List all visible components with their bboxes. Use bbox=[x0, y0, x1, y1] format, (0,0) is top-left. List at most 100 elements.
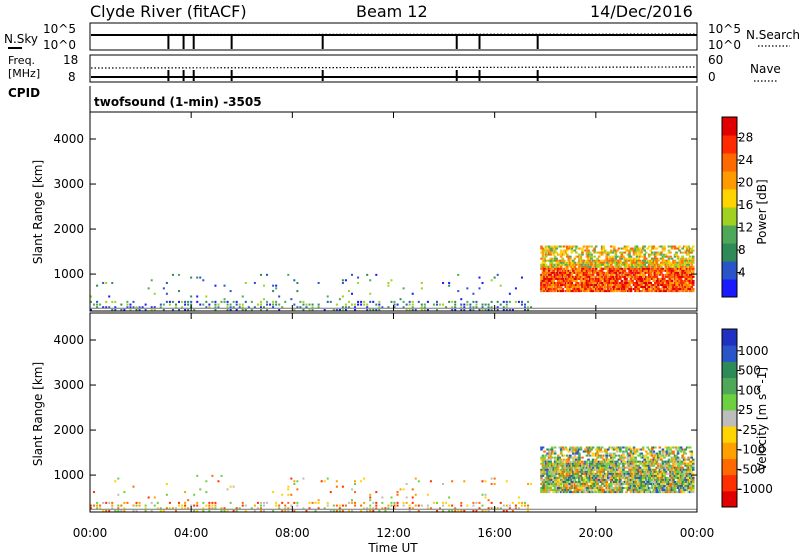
echo-cell bbox=[688, 484, 692, 488]
echo-cell bbox=[460, 308, 463, 311]
echo-cell bbox=[688, 491, 692, 494]
echo-cell bbox=[606, 472, 610, 475]
echo-cell bbox=[369, 509, 372, 512]
echo-cell bbox=[153, 496, 156, 499]
echo-cell bbox=[647, 474, 651, 477]
echo-cell bbox=[611, 265, 615, 268]
echo-cell bbox=[603, 454, 607, 457]
echo-cell bbox=[626, 263, 630, 266]
echo-cell bbox=[584, 468, 587, 471]
echo-cell bbox=[616, 288, 619, 291]
echo-cell bbox=[543, 265, 546, 268]
echo-cell bbox=[638, 474, 642, 477]
echo-cell bbox=[562, 271, 566, 274]
echo-cell bbox=[605, 458, 609, 461]
echo-cell bbox=[617, 275, 621, 278]
echo-cell bbox=[667, 257, 671, 260]
echo-cell bbox=[603, 251, 607, 254]
echo-cell bbox=[652, 275, 656, 278]
echo-cell bbox=[147, 287, 150, 290]
echo-cell bbox=[687, 265, 690, 268]
echo-cell bbox=[643, 269, 646, 272]
echo-cell bbox=[622, 472, 625, 475]
echo-cell bbox=[631, 267, 634, 270]
echo-cell bbox=[564, 446, 568, 449]
echo-cell bbox=[599, 450, 602, 453]
echo-cell bbox=[628, 257, 631, 260]
echo-cell bbox=[669, 470, 672, 473]
echo-cell bbox=[679, 462, 683, 465]
echo-cell bbox=[558, 482, 562, 485]
echo-cell bbox=[543, 491, 546, 494]
echo-cell bbox=[666, 255, 669, 258]
echo-cell bbox=[676, 468, 680, 471]
echo-cell bbox=[635, 245, 639, 248]
echo-cell bbox=[599, 466, 602, 469]
echo-cell bbox=[597, 446, 601, 449]
echo-cell bbox=[552, 251, 555, 254]
echo-cell bbox=[296, 480, 299, 483]
echo-cell bbox=[616, 487, 619, 490]
echo-cell bbox=[575, 281, 578, 284]
echo-cell bbox=[641, 478, 645, 481]
echo-cell bbox=[584, 267, 587, 270]
echo-cell bbox=[626, 489, 630, 492]
echo-cell bbox=[657, 271, 660, 274]
echo-cell bbox=[232, 509, 235, 512]
echo-cell bbox=[609, 474, 613, 477]
echo-cell bbox=[606, 286, 610, 289]
echo-cell bbox=[561, 279, 565, 282]
echo-cell bbox=[684, 263, 687, 266]
echo-cell bbox=[293, 279, 296, 282]
y-tick-label: 2000 bbox=[53, 222, 84, 236]
echo-cell bbox=[641, 275, 645, 278]
echo-cell bbox=[540, 462, 543, 465]
echo-cell bbox=[688, 269, 692, 272]
echo-cell bbox=[591, 472, 595, 475]
echo-cell bbox=[675, 468, 678, 471]
echo-cell bbox=[581, 470, 584, 473]
echo-cell bbox=[611, 251, 615, 254]
echo-cell bbox=[609, 458, 613, 461]
echo-cell bbox=[678, 482, 681, 485]
echo-cell bbox=[661, 452, 665, 455]
echo-cell bbox=[681, 286, 684, 289]
echo-cell bbox=[684, 249, 687, 252]
echo-cell bbox=[369, 308, 372, 311]
echo-cell bbox=[582, 491, 586, 494]
echo-cell bbox=[567, 480, 571, 483]
echo-cell bbox=[287, 501, 290, 504]
echo-cell bbox=[673, 259, 677, 262]
echo-cell bbox=[614, 491, 618, 494]
echo-cell bbox=[546, 448, 549, 451]
echo-cell bbox=[135, 509, 138, 512]
echo-cell bbox=[622, 283, 625, 287]
echo-cell bbox=[138, 504, 141, 507]
echo-cell bbox=[606, 470, 610, 473]
echo-cell bbox=[558, 245, 562, 248]
echo-cell bbox=[550, 283, 554, 287]
echo-cell bbox=[687, 446, 690, 449]
echo-cell bbox=[632, 263, 636, 266]
echo-cell bbox=[631, 249, 634, 252]
echo-cell bbox=[302, 308, 305, 311]
echo-cell bbox=[573, 288, 577, 291]
echo-cell bbox=[691, 476, 695, 479]
echo-cell bbox=[664, 460, 668, 463]
echo-cell bbox=[681, 476, 684, 479]
echo-cell bbox=[585, 273, 589, 276]
echo-cell bbox=[649, 472, 653, 475]
echo-cell bbox=[644, 468, 648, 471]
echo-cell bbox=[578, 288, 581, 291]
echo-cell bbox=[622, 468, 625, 471]
echo-cell bbox=[650, 283, 654, 287]
echo-cell bbox=[638, 290, 642, 293]
echo-cell bbox=[499, 303, 502, 306]
echo-cell bbox=[226, 308, 229, 311]
echo-cell bbox=[669, 478, 672, 481]
echo-cell bbox=[582, 290, 586, 293]
echo-cell bbox=[481, 480, 484, 483]
echo-cell bbox=[685, 464, 689, 467]
echo-cell bbox=[682, 484, 686, 488]
echo-cell bbox=[620, 263, 624, 266]
